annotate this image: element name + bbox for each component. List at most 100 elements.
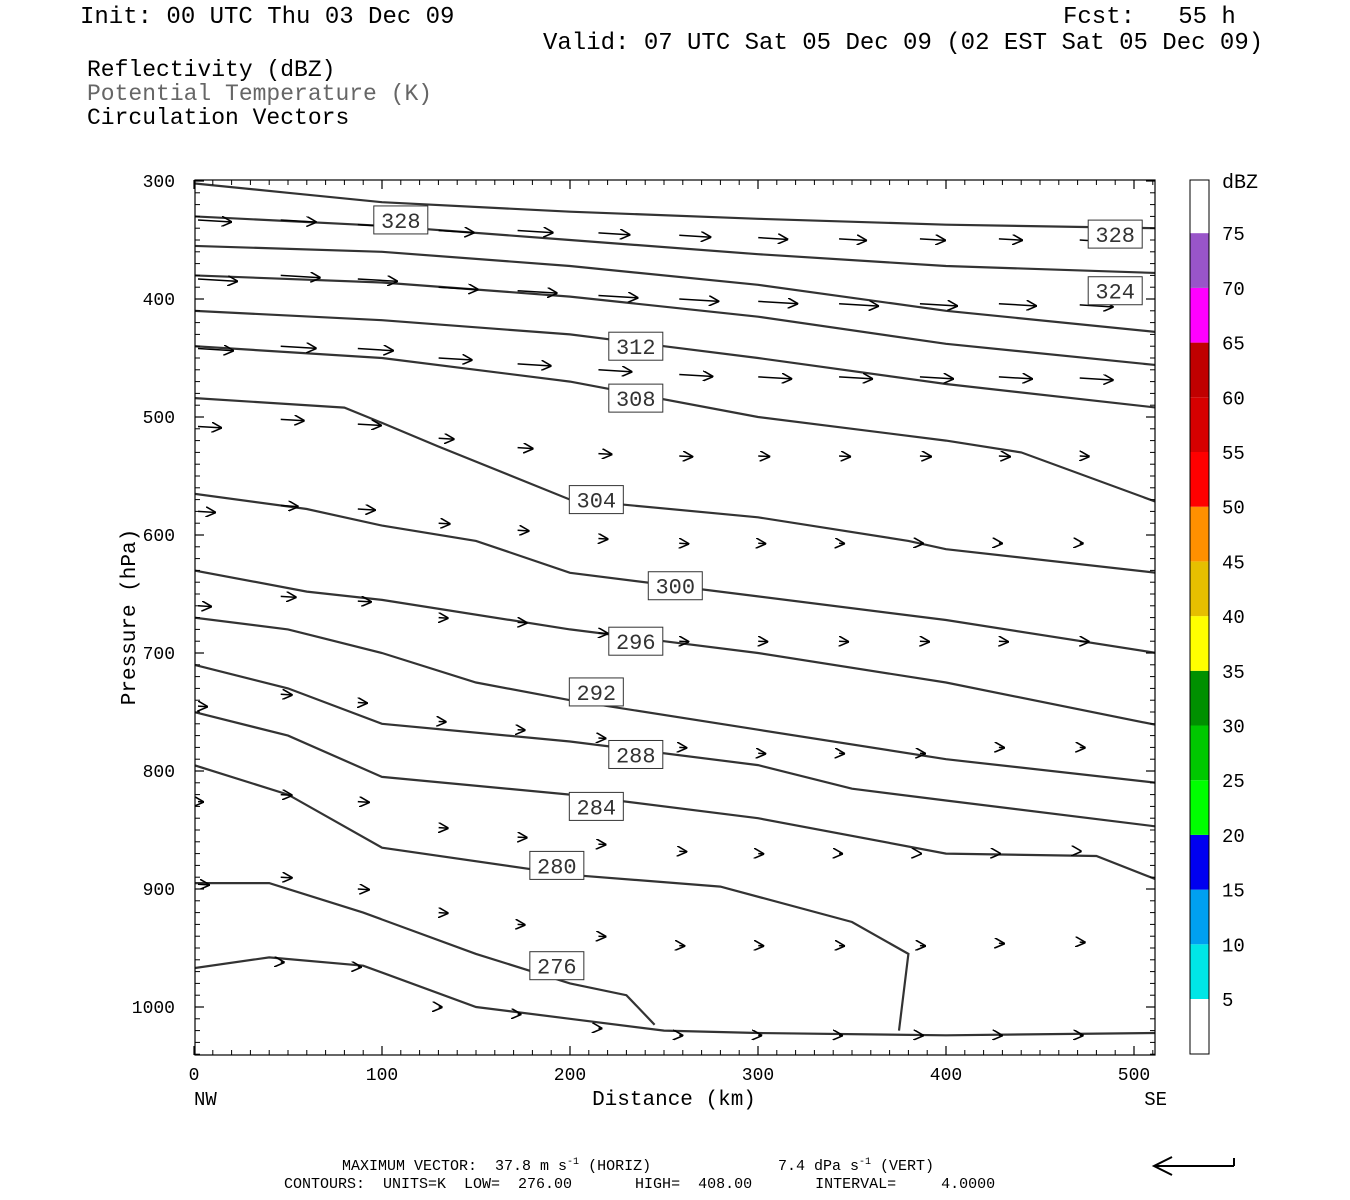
- circulation-vector: [1079, 378, 1114, 380]
- circulation-vector: [598, 539, 608, 540]
- circulation-vector: [357, 889, 370, 890]
- circulation-vector: [357, 601, 372, 602]
- colorbar-swatch: [1190, 670, 1209, 726]
- forecast-hour: Fcst: 55 h: [1063, 4, 1236, 31]
- x-tick-label: 200: [554, 1066, 586, 1086]
- contour-label-288: 288: [608, 739, 664, 769]
- axes: 0 100 200 300 400 500 300 400 500 600 700 800 900 100…: [132, 173, 1155, 1086]
- legend-theta: Potential Temperature (K): [87, 81, 433, 107]
- circulation-vector: [919, 377, 954, 379]
- contour-labels: 328 328 324 312 308 304 300 296 292 288 284 280 276: [373, 205, 1143, 981]
- theta-contour-304: [195, 492, 1155, 654]
- svg-text:324: 324: [1095, 281, 1135, 306]
- circulation-vector: [357, 279, 398, 281]
- contour-label-312: 312: [608, 331, 664, 361]
- theta-contour-308: [195, 397, 1155, 574]
- circulation-vector: [839, 377, 873, 379]
- circulation-vector: [439, 828, 449, 829]
- left-endpoint-label: NW: [194, 1089, 217, 1111]
- circulation-vector: [280, 694, 293, 695]
- colorbar-label: 20: [1222, 826, 1245, 848]
- colorbar-swatch: [1190, 561, 1209, 617]
- svg-text:328: 328: [1095, 224, 1135, 249]
- circulation-vector: [998, 304, 1037, 306]
- colorbar-swatch: [1190, 233, 1209, 288]
- circulation-vector: [280, 795, 293, 796]
- circulation-vector: [357, 802, 370, 803]
- circulation-vector: [518, 622, 528, 623]
- circulation-vector: [679, 375, 713, 377]
- theta-contour-288: [195, 711, 1155, 881]
- svg-text:304: 304: [577, 490, 617, 515]
- circulation-vector: [517, 530, 530, 531]
- colorbar-label: 50: [1222, 498, 1245, 520]
- circulation-vector: [280, 346, 317, 348]
- svg-text:280: 280: [537, 855, 577, 880]
- colorbar-swatch: [1190, 944, 1209, 999]
- theta-contour-316: [195, 309, 1155, 409]
- circulation-vector: [839, 304, 879, 306]
- circulation-vector: [998, 456, 1011, 457]
- circulation-vector: [998, 377, 1033, 379]
- circulation-vector: [280, 419, 305, 420]
- theta-contour-324: [195, 244, 1155, 333]
- theta-contour-300: [195, 569, 1155, 726]
- circulation-vector: [357, 509, 376, 510]
- svg-text:312: 312: [616, 336, 656, 361]
- circulation-vector: [598, 633, 608, 634]
- circulation-vector: [197, 426, 222, 427]
- colorbar-swatch: [1190, 342, 1209, 398]
- x-tick-label: 400: [930, 1066, 962, 1086]
- circulation-vector: [1080, 456, 1090, 457]
- circulation-vector: [679, 299, 719, 301]
- colorbar-title: dBZ: [1222, 172, 1258, 195]
- circulation-vector: [598, 454, 612, 455]
- circulation-vector: [758, 641, 768, 642]
- circulation-vector: [758, 238, 788, 240]
- circulation-vector: [197, 279, 238, 281]
- circulation-vector: [518, 837, 528, 838]
- theta-contour-296: [195, 616, 1155, 784]
- circulation-vector: [839, 456, 851, 457]
- circulation-vector: [280, 506, 299, 507]
- legend-vectors: Circulation Vectors: [87, 105, 350, 131]
- circulation-vector: [920, 641, 930, 642]
- svg-text:296: 296: [616, 631, 656, 656]
- contour-label-276: 276: [529, 951, 585, 981]
- circulation-vector: [357, 424, 382, 425]
- svg-text:292: 292: [577, 682, 617, 707]
- colorbar-label: 30: [1222, 717, 1245, 739]
- colorbar-swatch: [1190, 834, 1209, 890]
- colorbar-label: 35: [1222, 662, 1245, 684]
- circulation-vector: [517, 231, 554, 233]
- circulation-vector: [999, 641, 1009, 642]
- footer-vert-vector: 7.4 dPa s-1 (VERT): [778, 1157, 935, 1175]
- y-tick-label: 400: [143, 291, 175, 311]
- theta-contour-328: [195, 215, 1155, 275]
- contour-label-300: 300: [647, 571, 703, 601]
- circulation-vector: [439, 913, 449, 914]
- circulation-vector: [919, 304, 958, 306]
- footer-contours: CONTOURS: UNITS=K LOW= 276.00 HIGH= 408.…: [284, 1176, 996, 1193]
- svg-text:300: 300: [655, 576, 695, 601]
- y-tick-label: 1000: [132, 999, 175, 1019]
- x-tick-label: 300: [742, 1066, 774, 1086]
- circulation-vector: [197, 349, 234, 351]
- circulation-vector: [998, 239, 1023, 240]
- colorbar-label: 40: [1222, 607, 1245, 629]
- legend-reflectivity: Reflectivity (dBZ): [87, 57, 336, 83]
- theta-contour-320: [195, 274, 1155, 367]
- circulation-vector: [758, 377, 792, 379]
- right-endpoint-label: SE: [1144, 1089, 1167, 1111]
- contour-label-328: 328: [373, 205, 429, 235]
- circulation-vector: [280, 877, 293, 878]
- circulation-vector: [517, 291, 558, 293]
- circulation-vectors: [198, 220, 1114, 1036]
- colorbar-swatch: [1190, 725, 1209, 781]
- circulation-vector: [438, 358, 473, 360]
- y-tick-label: 900: [143, 881, 175, 901]
- circulation-vector: [197, 220, 232, 222]
- x-tick-label: 500: [1118, 1066, 1150, 1086]
- colorbar-label: 5: [1222, 990, 1233, 1012]
